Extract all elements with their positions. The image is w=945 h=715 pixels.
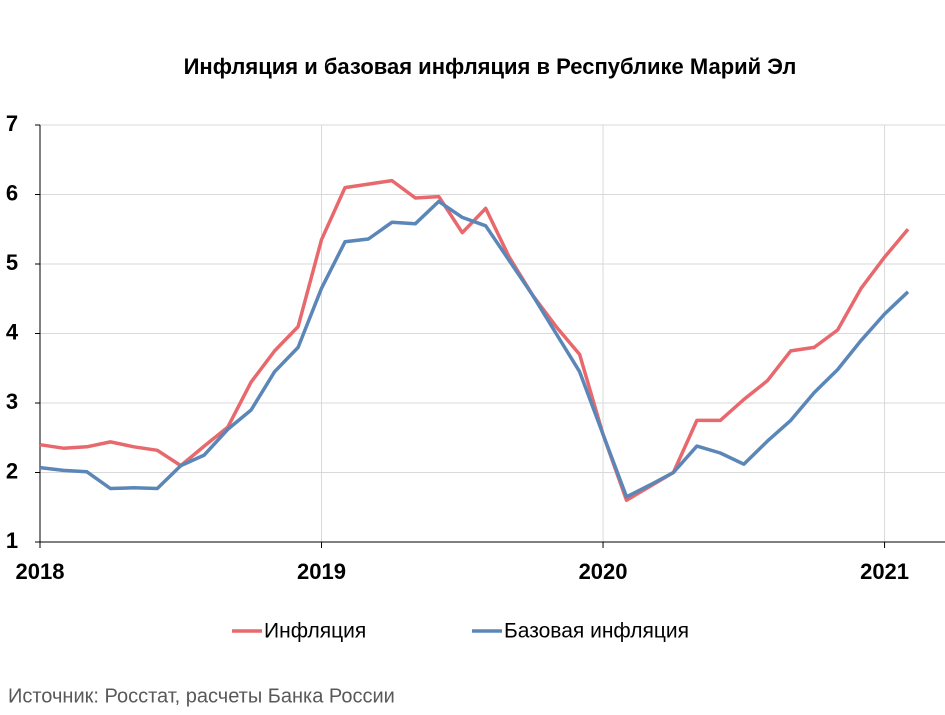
y-tick-label: 4 bbox=[6, 319, 19, 344]
x-tick-label: 2020 bbox=[579, 559, 628, 584]
source-note: Источник: Росстат, расчеты Банка России bbox=[8, 685, 395, 707]
y-tick-label: 6 bbox=[6, 180, 18, 205]
line-series bbox=[39, 178, 910, 503]
chart-title: Инфляция и базовая инфляция в Республике… bbox=[184, 54, 797, 79]
x-tick-label: 2019 bbox=[297, 559, 346, 584]
legend-label: Базовая инфляция bbox=[504, 620, 689, 643]
y-tick-label: 2 bbox=[6, 458, 18, 483]
y-tick-label: 7 bbox=[6, 111, 18, 136]
legend-label: Инфляция bbox=[264, 620, 366, 643]
x-tick-label: 2021 bbox=[860, 559, 909, 584]
y-tick-label: 5 bbox=[6, 250, 18, 275]
x-tick-label: 2018 bbox=[16, 559, 65, 584]
line-series bbox=[39, 199, 910, 499]
y-tick-label: 3 bbox=[6, 389, 18, 414]
y-tick-label: 1 bbox=[6, 528, 18, 553]
